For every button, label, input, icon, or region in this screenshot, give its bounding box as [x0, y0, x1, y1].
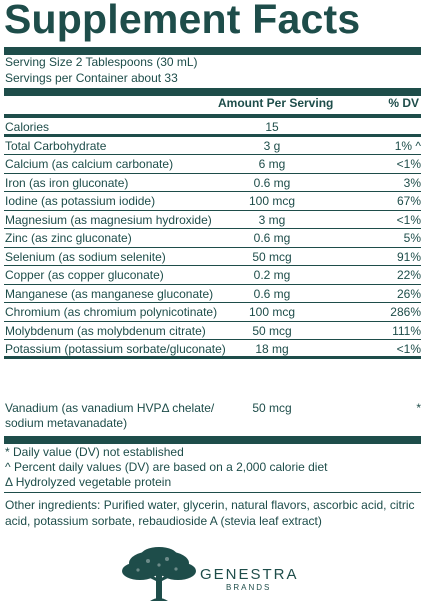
nutrient-row: Iron (as iron gluconate) 0.6 mg 3% [4, 174, 421, 192]
nutrient-name: Zinc (as zinc gluconate) [5, 231, 132, 245]
row-divider [4, 133, 421, 137]
brand-subtitle: BRANDS [226, 583, 272, 592]
row-divider [4, 154, 421, 155]
nutrient-amount: 0.6 mg [253, 175, 291, 190]
nutrient-dv: 91% [396, 249, 421, 264]
nutrient-dv: <1% [396, 212, 421, 227]
nutrient-amount: 15 [265, 120, 279, 134]
row-divider [4, 320, 421, 322]
nutrient-amount: 50 mcg [252, 401, 292, 415]
row-divider [4, 209, 421, 211]
row-divider [4, 339, 421, 340]
nutrient-row: Chromium (as chromium polynicotinate) 100… [4, 303, 421, 322]
servings-per-container: Servings per Container about 33 [5, 71, 178, 85]
nutrient-name: Chromium (as chromium polynicotinate) [5, 305, 218, 319]
nutrient-name-cont: sodium metavanadate) [5, 416, 128, 430]
nutrient-dv: 5% [403, 231, 421, 245]
nutrient-row: Molybdenum (as molybdenum citrate) 50 mcg… [4, 322, 421, 340]
panel-title: Supplement Facts [4, 0, 361, 42]
nutrient-row: Calories 15 [4, 118, 421, 137]
bottom-rule [4, 436, 421, 444]
nutrient-row: Selenium (as sodium selenite) 50 mcg 91% [4, 248, 421, 266]
footnote-rule [4, 492, 421, 493]
nutrient-amount: 3 g [263, 138, 281, 153]
nutrient-name: Calories [5, 120, 50, 134]
row-divider [4, 172, 421, 174]
nutrient-name: Vanadium (as vanadium HVPΔ chelate/ [5, 401, 215, 415]
nutrient-dv: <1% [396, 157, 421, 171]
row-divider [4, 355, 421, 359]
row-divider [4, 228, 421, 229]
nutrient-row: Magnesium (as magnesium hydroxide) 3 mg <1… [4, 211, 421, 229]
brand-name: GENESTRA [200, 566, 299, 583]
nutrient-dv: 22% [396, 268, 421, 282]
nutrient-row: Total Carbohydrate 3 g 1% ^ [4, 137, 421, 155]
footnote-hvp: Δ Hydrolyzed vegetable protein [5, 475, 172, 489]
nutrient-row-vanadium: Vanadium (as vanadium HVPΔ chelate/ sodi… [4, 398, 421, 434]
nutrient-amount: 3 mg [258, 212, 286, 227]
nutrient-dv: * [416, 401, 421, 415]
row-divider [4, 302, 421, 303]
dv-header: % DV [388, 96, 419, 110]
nutrient-name: Total Carbohydrate [5, 138, 107, 153]
nutrient-dv: 26% [396, 286, 421, 301]
nutrient-name: Selenium (as sodium selenite) [5, 249, 166, 264]
nutrient-amount: 100 mcg [248, 305, 296, 319]
nutrient-amount: 0.6 mg [253, 231, 291, 245]
footnote-dv: * Daily value (DV) not established [5, 445, 184, 459]
nutrient-row: Iodine (as potassium iodide) 100 mcg 67% [4, 192, 421, 211]
other-ingredients: Other ingredients: Purified water, glyce… [5, 498, 415, 528]
amount-header: Amount Per Serving [218, 96, 334, 110]
nutrient-dv: 67% [396, 194, 421, 208]
nutrient-name: Copper (as copper gluconate) [5, 268, 164, 282]
nutrient-name: Manganese (as manganese gluconate) [5, 286, 214, 301]
nutrient-dv: 3% [403, 175, 421, 190]
nutrient-amount: 100 mcg [248, 194, 296, 208]
table-top-rule [4, 114, 421, 118]
nutrient-name: Potassium (potassium sorbate/gluconate) [5, 342, 226, 356]
nutrient-row: Copper (as copper gluconate) 0.2 mg 22% [4, 266, 421, 285]
serving-size: Serving Size 2 Tablespoons (30 mL) [5, 55, 198, 69]
nutrient-amount: 0.2 mg [253, 268, 291, 282]
nutrient-dv: 286% [390, 305, 421, 319]
footnote-calorie: ^ Percent daily values (DV) are based on… [5, 460, 328, 474]
nutrient-row: Zinc (as zinc gluconate) 0.6 mg 5% [4, 229, 421, 248]
nutrient-dv: 1% ^ [394, 138, 421, 153]
nutrient-amount: 50 mcg [252, 249, 292, 264]
nutrient-name: Iron (as iron gluconate) [5, 175, 129, 190]
nutrient-amount: 18 mg [255, 342, 289, 356]
nutrient-name: Calcium (as calcium carbonate) [5, 157, 174, 171]
nutrient-row: Manganese (as manganese gluconate) 0.6 mg… [4, 285, 421, 303]
nutrient-amount: 0.6 mg [253, 286, 291, 301]
nutrient-name: Iodine (as potassium iodide) [5, 194, 156, 208]
row-divider [4, 246, 421, 248]
nutrient-amount: 50 mcg [252, 323, 292, 338]
top-rule [4, 47, 421, 55]
header-rule [4, 88, 421, 96]
nutrient-dv: 111% [392, 323, 421, 338]
row-divider [4, 265, 421, 266]
nutrient-row: Calcium (as calcium carbonate) 6 mg <1% [4, 155, 421, 174]
nutrient-name: Molybdenum (as molybdenum citrate) [5, 323, 206, 338]
tree-logo [122, 547, 196, 601]
row-divider [4, 283, 421, 285]
nutrient-dv: <1% [396, 342, 421, 356]
nutrient-row: Potassium (potassium sorbate/gluconate) 1… [4, 340, 421, 359]
nutrient-name: Magnesium (as magnesium hydroxide) [5, 212, 212, 227]
nutrient-amount: 6 mg [258, 157, 286, 171]
row-divider [4, 191, 421, 192]
